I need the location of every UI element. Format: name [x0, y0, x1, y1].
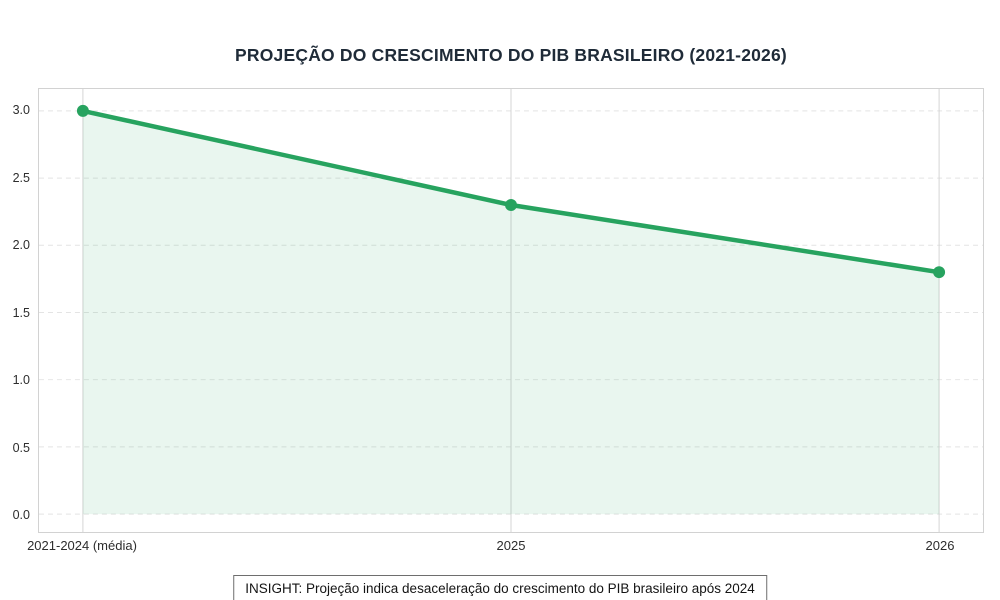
y-tick-label: 2.5 [12, 170, 30, 185]
x-tick-label: 2025 [496, 538, 526, 553]
y-tick-label: 1.0 [12, 372, 30, 387]
area-fill [82, 110, 940, 515]
data-point [933, 266, 946, 279]
insight-box: INSIGHT: Projeção indica desaceleração d… [233, 575, 767, 600]
y-tick-label: 2.0 [12, 237, 30, 252]
x-tick-label: 2021-2024 (média) [27, 538, 137, 553]
x-tick-label: 2026 [925, 538, 955, 553]
y-tick-label: 1.5 [12, 305, 30, 320]
plot-area [38, 88, 984, 533]
y-tick-label: 0.5 [12, 440, 30, 455]
data-point [76, 104, 89, 117]
chart-title: PROJEÇÃO DO CRESCIMENTO DO PIB BRASILEIR… [235, 45, 787, 65]
plot-svg [39, 89, 983, 532]
data-point [505, 199, 517, 211]
y-tick-label: 0.0 [12, 507, 30, 522]
y-tick-label: 3.0 [12, 102, 30, 117]
insight-text: INSIGHT: Projeção indica desaceleração d… [245, 581, 755, 596]
